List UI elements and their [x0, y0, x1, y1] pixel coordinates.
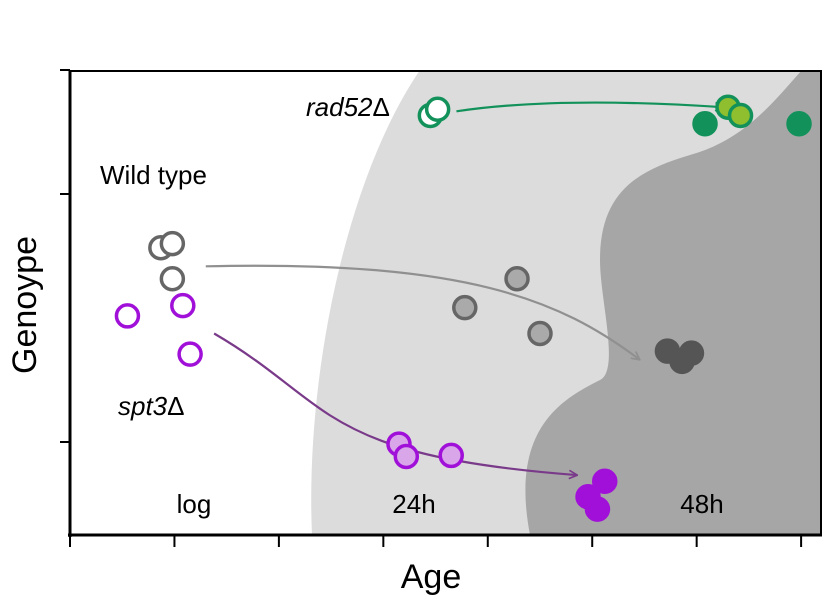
- data-point: [170, 292, 196, 319]
- y-axis-ticks: [60, 69, 70, 443]
- genotype-label-spt3: spt3Δ: [118, 391, 185, 421]
- data-point: [177, 341, 203, 367]
- trajectory-arrow: [213, 332, 576, 476]
- x-axis-ticks: [69, 535, 803, 547]
- phase-label-24h: 24h: [392, 489, 435, 519]
- data-point: [424, 96, 451, 123]
- phase-label-log: log: [177, 489, 212, 519]
- phase-regions: [311, 70, 822, 535]
- genotype-label-rad52-delta: Δ: [373, 92, 390, 122]
- x-axis-label: Age: [401, 558, 462, 596]
- data-point: [692, 110, 718, 137]
- data-point: [727, 102, 754, 129]
- genotype-label-wild-type: Wild type: [100, 160, 207, 190]
- trajectory-arrow: [456, 101, 722, 113]
- genotype-label-rad52: rad52Δ: [306, 92, 390, 122]
- phase-label-48h: 48h: [680, 489, 723, 519]
- y-axis-label: Genoype: [6, 236, 44, 374]
- data-point: [159, 265, 186, 292]
- data-point: [452, 294, 478, 321]
- data-point: [504, 265, 530, 292]
- genotype-label-spt3-base: spt3: [118, 391, 168, 421]
- data-points: [114, 94, 812, 522]
- trajectory-arrows: [205, 101, 723, 476]
- data-point: [678, 340, 705, 366]
- data-point: [393, 443, 420, 470]
- genotype-label-spt3-delta: Δ: [167, 391, 184, 421]
- data-point: [584, 496, 611, 522]
- data-point: [527, 320, 553, 347]
- data-point: [159, 230, 186, 257]
- data-point: [438, 442, 464, 469]
- trajectory-arrow: [205, 264, 639, 360]
- dark-region-48h: [525, 70, 822, 535]
- data-point: [592, 468, 618, 495]
- data-point: [114, 303, 141, 329]
- data-point: [786, 110, 812, 137]
- genotype-label-rad52-base: rad52: [306, 92, 373, 122]
